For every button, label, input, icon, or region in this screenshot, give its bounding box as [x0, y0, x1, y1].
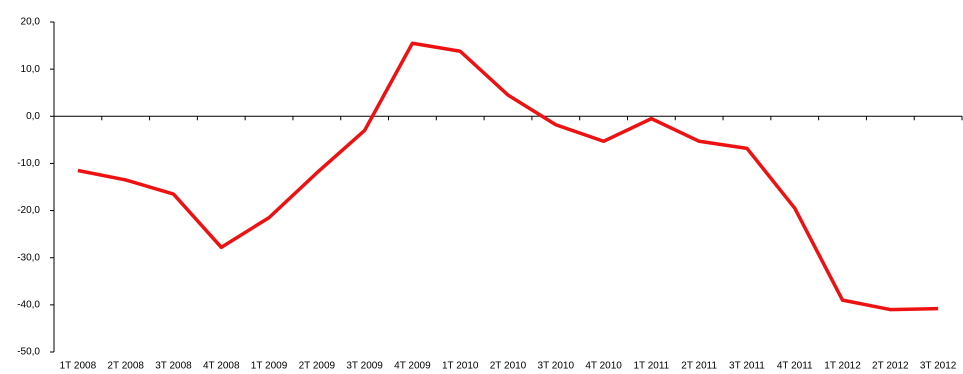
y-tick-label: -30,0	[17, 252, 40, 263]
y-tick-label: 10,0	[21, 64, 41, 75]
x-tick-label: 4T 2009	[394, 361, 431, 372]
x-tick-label: 1T 2010	[442, 361, 479, 372]
x-tick-label: 4T 2011	[777, 361, 813, 372]
x-tick-label: 3T 2011	[729, 361, 765, 372]
x-tick-label: 3T 2010	[538, 361, 575, 372]
y-tick-label: -50,0	[17, 347, 40, 358]
y-tick-label: -20,0	[17, 205, 40, 216]
x-tick-label: 3T 2012	[920, 361, 957, 372]
y-tick-label: 20,0	[21, 17, 41, 28]
y-tick-label: -10,0	[17, 158, 40, 169]
x-tick-label: 1T 2011	[633, 361, 669, 372]
x-tick-label: 1T 2012	[824, 361, 861, 372]
x-tick-label: 2T 2011	[681, 361, 717, 372]
x-tick-label: 2T 2010	[490, 361, 527, 372]
y-tick-label: 0,0	[26, 111, 40, 122]
x-tick-label: 1T 2008	[60, 361, 97, 372]
x-tick-label: 2T 2009	[299, 361, 336, 372]
x-tick-label: 1T 2009	[251, 361, 288, 372]
y-tick-label: -40,0	[17, 299, 40, 310]
x-tick-label: 3T 2008	[155, 361, 192, 372]
x-tick-label: 4T 2008	[203, 361, 240, 372]
x-tick-label: 2T 2008	[107, 361, 144, 372]
x-tick-label: 2T 2012	[872, 361, 909, 372]
x-tick-label: 4T 2010	[585, 361, 622, 372]
data-line	[77, 41, 939, 312]
x-tick-label: 3T 2009	[346, 361, 383, 372]
